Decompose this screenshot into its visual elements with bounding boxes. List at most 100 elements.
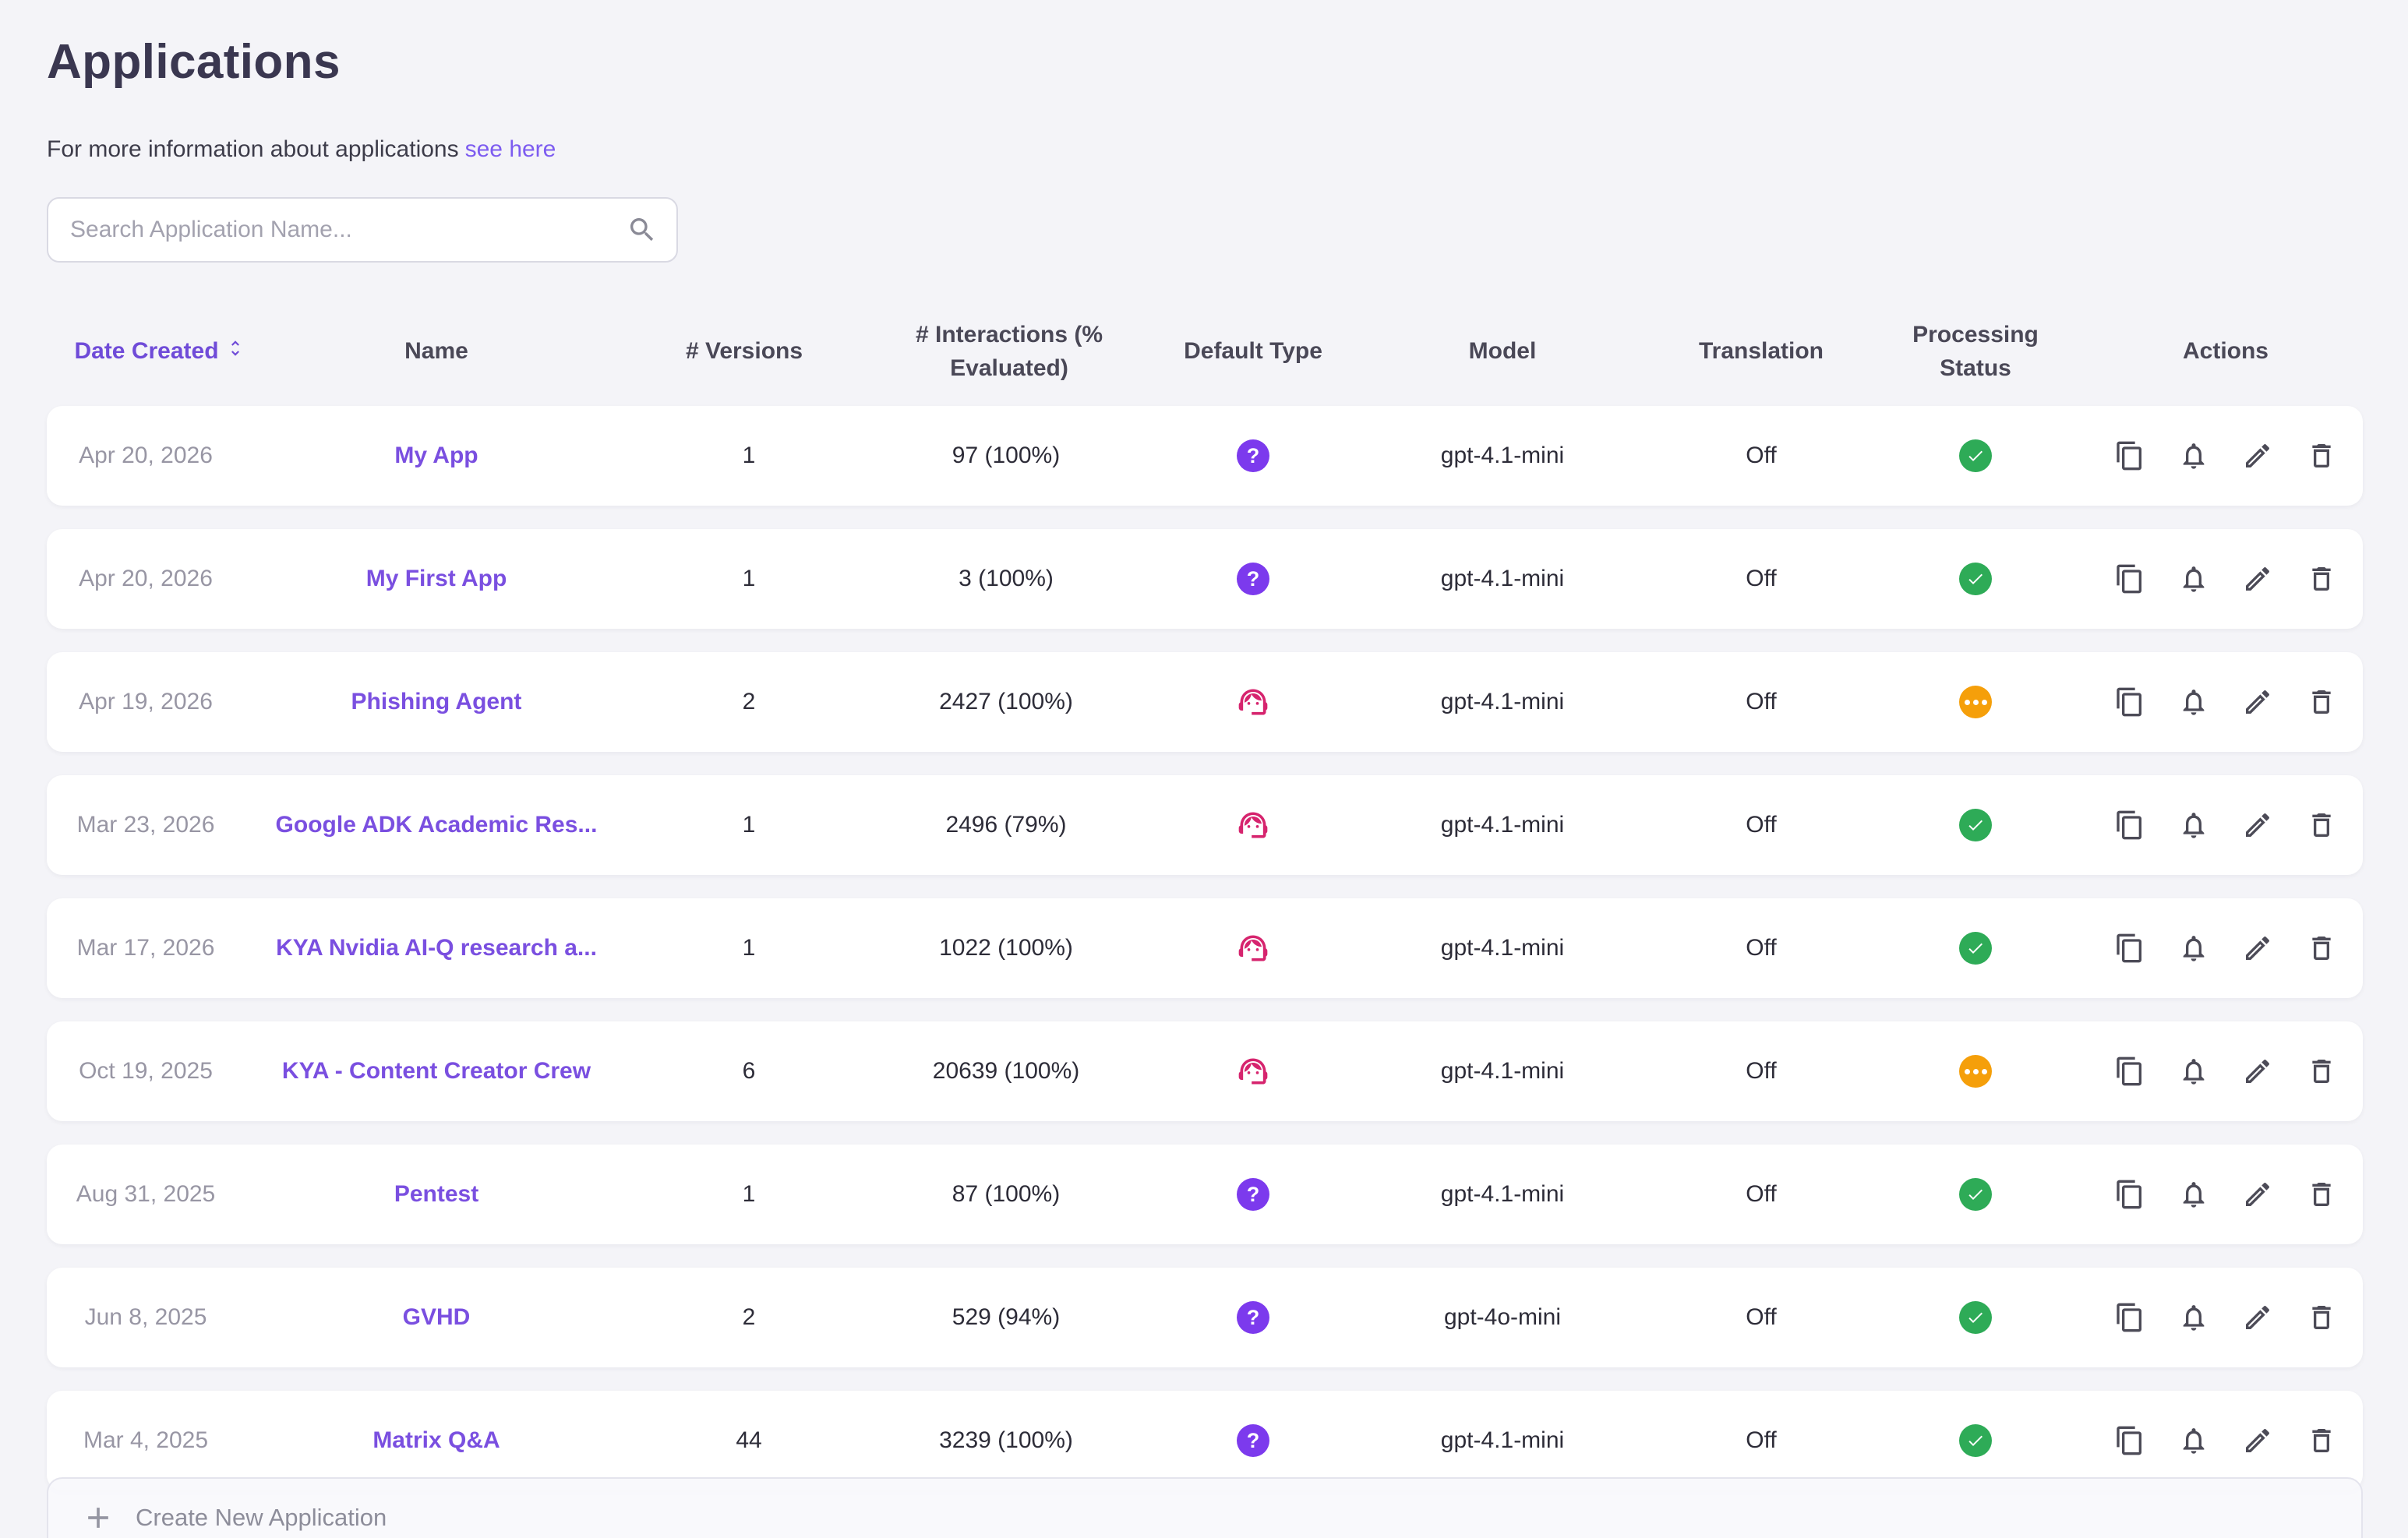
name-cell: My First App — [273, 566, 600, 592]
processing-status-cell — [1862, 1301, 2088, 1334]
versions-cell: 2 — [742, 689, 756, 714]
duplicate-button[interactable] — [2114, 1302, 2145, 1333]
actions-cell — [2088, 1056, 2363, 1087]
name-cell: Google ADK Academic Res... — [273, 812, 600, 838]
processing-status-cell — [1862, 1055, 2088, 1088]
notifications-button[interactable] — [2178, 1056, 2209, 1087]
delete-button[interactable] — [2306, 933, 2337, 964]
search-box[interactable] — [47, 197, 678, 263]
edit-button[interactable] — [2242, 1056, 2273, 1087]
delete-button[interactable] — [2306, 1302, 2337, 1333]
duplicate-button[interactable] — [2114, 1179, 2145, 1210]
processing-status-cell — [1862, 809, 2088, 841]
question-type-icon: ? — [1237, 1301, 1269, 1334]
table-row[interactable]: Apr 20, 2026 My App 1 97 (100%) ? gpt-4.… — [47, 406, 2363, 506]
edit-button[interactable] — [2242, 563, 2273, 594]
duplicate-button[interactable] — [2114, 440, 2145, 471]
versions-cell: 1 — [742, 812, 756, 838]
table-row[interactable]: Apr 20, 2026 My First App 1 3 (100%) ? g… — [47, 529, 2363, 629]
duplicate-button[interactable] — [2114, 686, 2145, 718]
delete-button[interactable] — [2306, 810, 2337, 841]
processing-status-cell — [1862, 439, 2088, 472]
table-row[interactable]: Mar 17, 2026 KYA Nvidia AI-Q research a.… — [47, 898, 2363, 998]
edit-button[interactable] — [2242, 933, 2273, 964]
duplicate-button[interactable] — [2114, 1425, 2145, 1456]
duplicate-button[interactable] — [2114, 933, 2145, 964]
page-title: Applications — [47, 35, 341, 89]
app-name-link[interactable]: Google ADK Academic Res... — [275, 812, 598, 838]
edit-button[interactable] — [2242, 1425, 2273, 1456]
actions-cell — [2088, 686, 2363, 718]
model-cell: gpt-4.1-mini — [1440, 1181, 1565, 1207]
date-created-cell: Oct 19, 2025 — [79, 1058, 213, 1084]
edit-button[interactable] — [2242, 1302, 2273, 1333]
date-created-cell: Apr 20, 2026 — [79, 443, 213, 468]
notifications-button[interactable] — [2178, 1302, 2209, 1333]
notifications-button[interactable] — [2178, 686, 2209, 718]
interactions-cell: 2496 (79%) — [945, 812, 1067, 838]
model-cell: gpt-4.1-mini — [1440, 1427, 1565, 1453]
search-input[interactable] — [70, 217, 627, 243]
processing-status-cell — [1862, 1178, 2088, 1211]
app-name-link[interactable]: KYA - Content Creator Crew — [281, 1058, 591, 1084]
table-row[interactable]: Oct 19, 2025 KYA - Content Creator Crew … — [47, 1021, 2363, 1121]
status-success-icon — [1959, 563, 1992, 595]
table-row[interactable]: Mar 4, 2025 Matrix Q&A 44 3239 (100%) ? … — [47, 1391, 2363, 1490]
app-name-link[interactable]: Pentest — [394, 1181, 479, 1207]
app-name-link[interactable]: GVHD — [402, 1304, 471, 1330]
notifications-button[interactable] — [2178, 440, 2209, 471]
translation-cell: Off — [1746, 1181, 1777, 1207]
duplicate-button[interactable] — [2114, 810, 2145, 841]
delete-button[interactable] — [2306, 686, 2337, 718]
notifications-button[interactable] — [2178, 1425, 2209, 1456]
interactions-cell: 3239 (100%) — [939, 1427, 1073, 1453]
column-header-name: Name — [404, 338, 468, 365]
duplicate-button[interactable] — [2114, 563, 2145, 594]
default-type-cell: ? — [1130, 1178, 1376, 1211]
app-name-link[interactable]: My First App — [365, 566, 507, 591]
table-row[interactable]: Jun 8, 2025 GVHD 2 529 (94%) ? gpt-4o-mi… — [47, 1268, 2363, 1367]
plus-icon — [81, 1501, 115, 1535]
see-here-link[interactable]: see here — [464, 136, 556, 162]
model-cell: gpt-4.1-mini — [1440, 566, 1565, 591]
notifications-button[interactable] — [2178, 933, 2209, 964]
interactions-cell: 2427 (100%) — [939, 689, 1073, 714]
edit-button[interactable] — [2242, 440, 2273, 471]
default-type-cell: ? — [1130, 685, 1376, 719]
delete-button[interactable] — [2306, 440, 2337, 471]
sort-icon — [225, 334, 245, 369]
default-type-cell: ? — [1130, 439, 1376, 472]
versions-cell: 44 — [736, 1427, 762, 1453]
delete-button[interactable] — [2306, 1425, 2337, 1456]
question-type-icon: ? — [1237, 1424, 1269, 1457]
edit-button[interactable] — [2242, 686, 2273, 718]
delete-button[interactable] — [2306, 1056, 2337, 1087]
column-header-processing-status: Processing Status — [1912, 321, 2039, 382]
delete-button[interactable] — [2306, 1179, 2337, 1210]
create-new-application-button[interactable]: Create New Application — [47, 1477, 2363, 1538]
processing-status-cell — [1862, 686, 2088, 718]
app-name-link[interactable]: KYA Nvidia AI-Q research a... — [276, 935, 597, 961]
column-header-actions: Actions — [2182, 338, 2269, 365]
duplicate-button[interactable] — [2114, 1056, 2145, 1087]
date-created-cell: Mar 23, 2026 — [76, 812, 215, 838]
model-cell: gpt-4.1-mini — [1440, 689, 1565, 714]
table-row[interactable]: Mar 23, 2026 Google ADK Academic Res... … — [47, 775, 2363, 875]
app-name-link[interactable]: Phishing Agent — [351, 689, 522, 714]
interactions-cell: 1022 (100%) — [939, 935, 1073, 961]
notifications-button[interactable] — [2178, 563, 2209, 594]
name-cell: My App — [273, 443, 600, 469]
actions-cell — [2088, 563, 2363, 594]
column-header-date-created[interactable]: Date Created — [47, 334, 273, 369]
app-name-link[interactable]: My App — [394, 443, 478, 468]
notifications-button[interactable] — [2178, 810, 2209, 841]
edit-button[interactable] — [2242, 1179, 2273, 1210]
table-row[interactable]: Aug 31, 2025 Pentest 1 87 (100%) ? gpt-4… — [47, 1145, 2363, 1244]
notifications-button[interactable] — [2178, 1179, 2209, 1210]
table-row[interactable]: Apr 19, 2026 Phishing Agent 2 2427 (100%… — [47, 652, 2363, 752]
agent-type-icon — [1236, 1054, 1270, 1088]
edit-button[interactable] — [2242, 810, 2273, 841]
delete-button[interactable] — [2306, 563, 2337, 594]
app-name-link[interactable]: Matrix Q&A — [372, 1427, 500, 1453]
